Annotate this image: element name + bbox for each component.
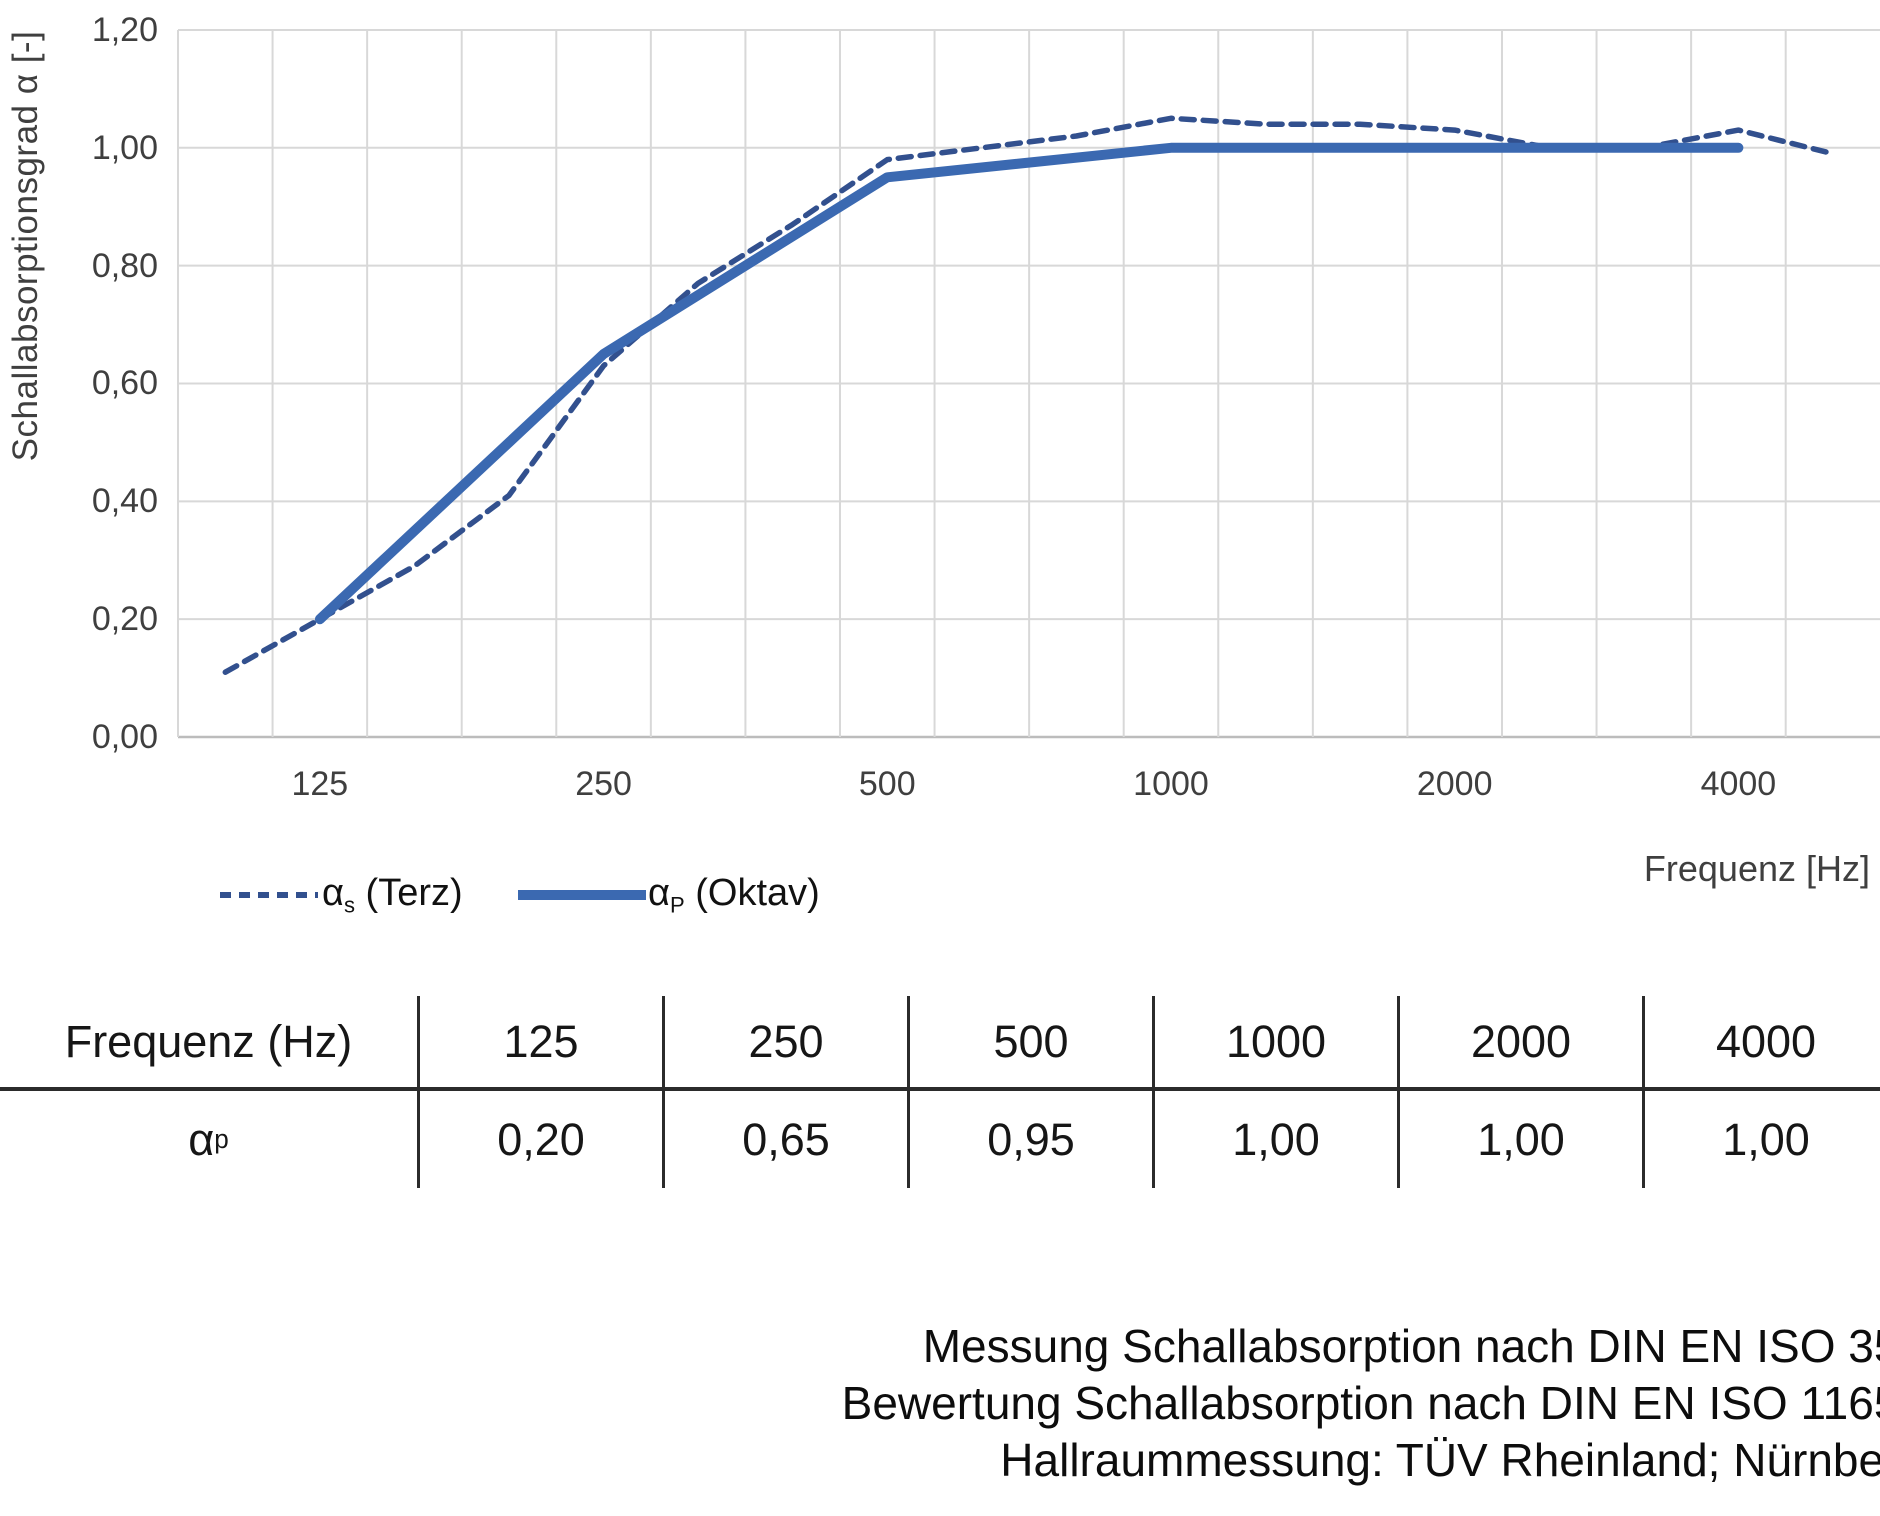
oktav-legend-label: αP (Oktav) bbox=[648, 872, 820, 918]
x-tick-label: 125 bbox=[291, 765, 349, 803]
alpha-p-table: Frequenz (Hz) 125 250 500 1000 2000 4000 α p 0,20… bbox=[0, 996, 1880, 1188]
terz-dashed-line-swatch bbox=[220, 892, 318, 898]
x-tick-label: 4000 bbox=[1700, 765, 1777, 803]
y-tick-label: 0,20 bbox=[91, 600, 158, 639]
x-tick-label: 2000 bbox=[1416, 765, 1493, 803]
standards-notes: Messung Schallabsorption nach DIN EN ISO… bbox=[842, 1318, 1880, 1489]
y-tick-label: 1,00 bbox=[91, 128, 158, 167]
note-line-2: Bewertung Schallabsorption nach DIN EN I… bbox=[841, 1377, 1880, 1429]
note-line-3: Hallraummessung: TÜV Rheinland; Nürnberg bbox=[1000, 1434, 1880, 1486]
y-tick-label: 0,00 bbox=[91, 718, 158, 756]
chart-plot-area bbox=[177, 28, 1880, 739]
x-tick-label: 250 bbox=[575, 765, 632, 803]
table-header-500: 500 bbox=[907, 996, 1152, 1091]
y-tick-label: 0,60 bbox=[91, 364, 158, 403]
x-axis-title: Frequenz [Hz] bbox=[1643, 848, 1870, 889]
table-value-cell: 1,00 bbox=[1642, 1091, 1880, 1188]
table-value-cell: 0,20 bbox=[417, 1091, 662, 1188]
table-header-2000: 2000 bbox=[1397, 996, 1642, 1091]
y-tick-label: 0,80 bbox=[91, 246, 158, 285]
oktav-solid-line-swatch bbox=[518, 890, 646, 900]
table-value-cell: 0,95 bbox=[907, 1091, 1152, 1188]
note-line-1: Messung Schallabsorption nach DIN EN ISO… bbox=[922, 1320, 1880, 1372]
y-tick-label: 0,40 bbox=[91, 482, 158, 521]
chart-legend: αs (Terz) αP (Oktav) bbox=[0, 868, 1100, 922]
table-header-1000: 1000 bbox=[1152, 996, 1397, 1091]
table-header-frequency: Frequenz (Hz) bbox=[0, 996, 417, 1091]
terz-legend-label: αs (Terz) bbox=[322, 872, 463, 918]
table-header-4000: 4000 bbox=[1642, 996, 1880, 1091]
table-header-125: 125 bbox=[417, 996, 662, 1091]
x-tick-label: 500 bbox=[858, 765, 916, 803]
oktav-series-line bbox=[314, 142, 1744, 625]
y-tick-label: 1,20 bbox=[91, 10, 158, 49]
x-tick-label: 1000 bbox=[1133, 765, 1209, 803]
table-value-cell: 1,00 bbox=[1152, 1091, 1397, 1188]
table-value-cell: 0,65 bbox=[662, 1091, 907, 1188]
table-header-250: 250 bbox=[662, 996, 907, 1091]
table-value-cell: 1,00 bbox=[1397, 1091, 1642, 1188]
